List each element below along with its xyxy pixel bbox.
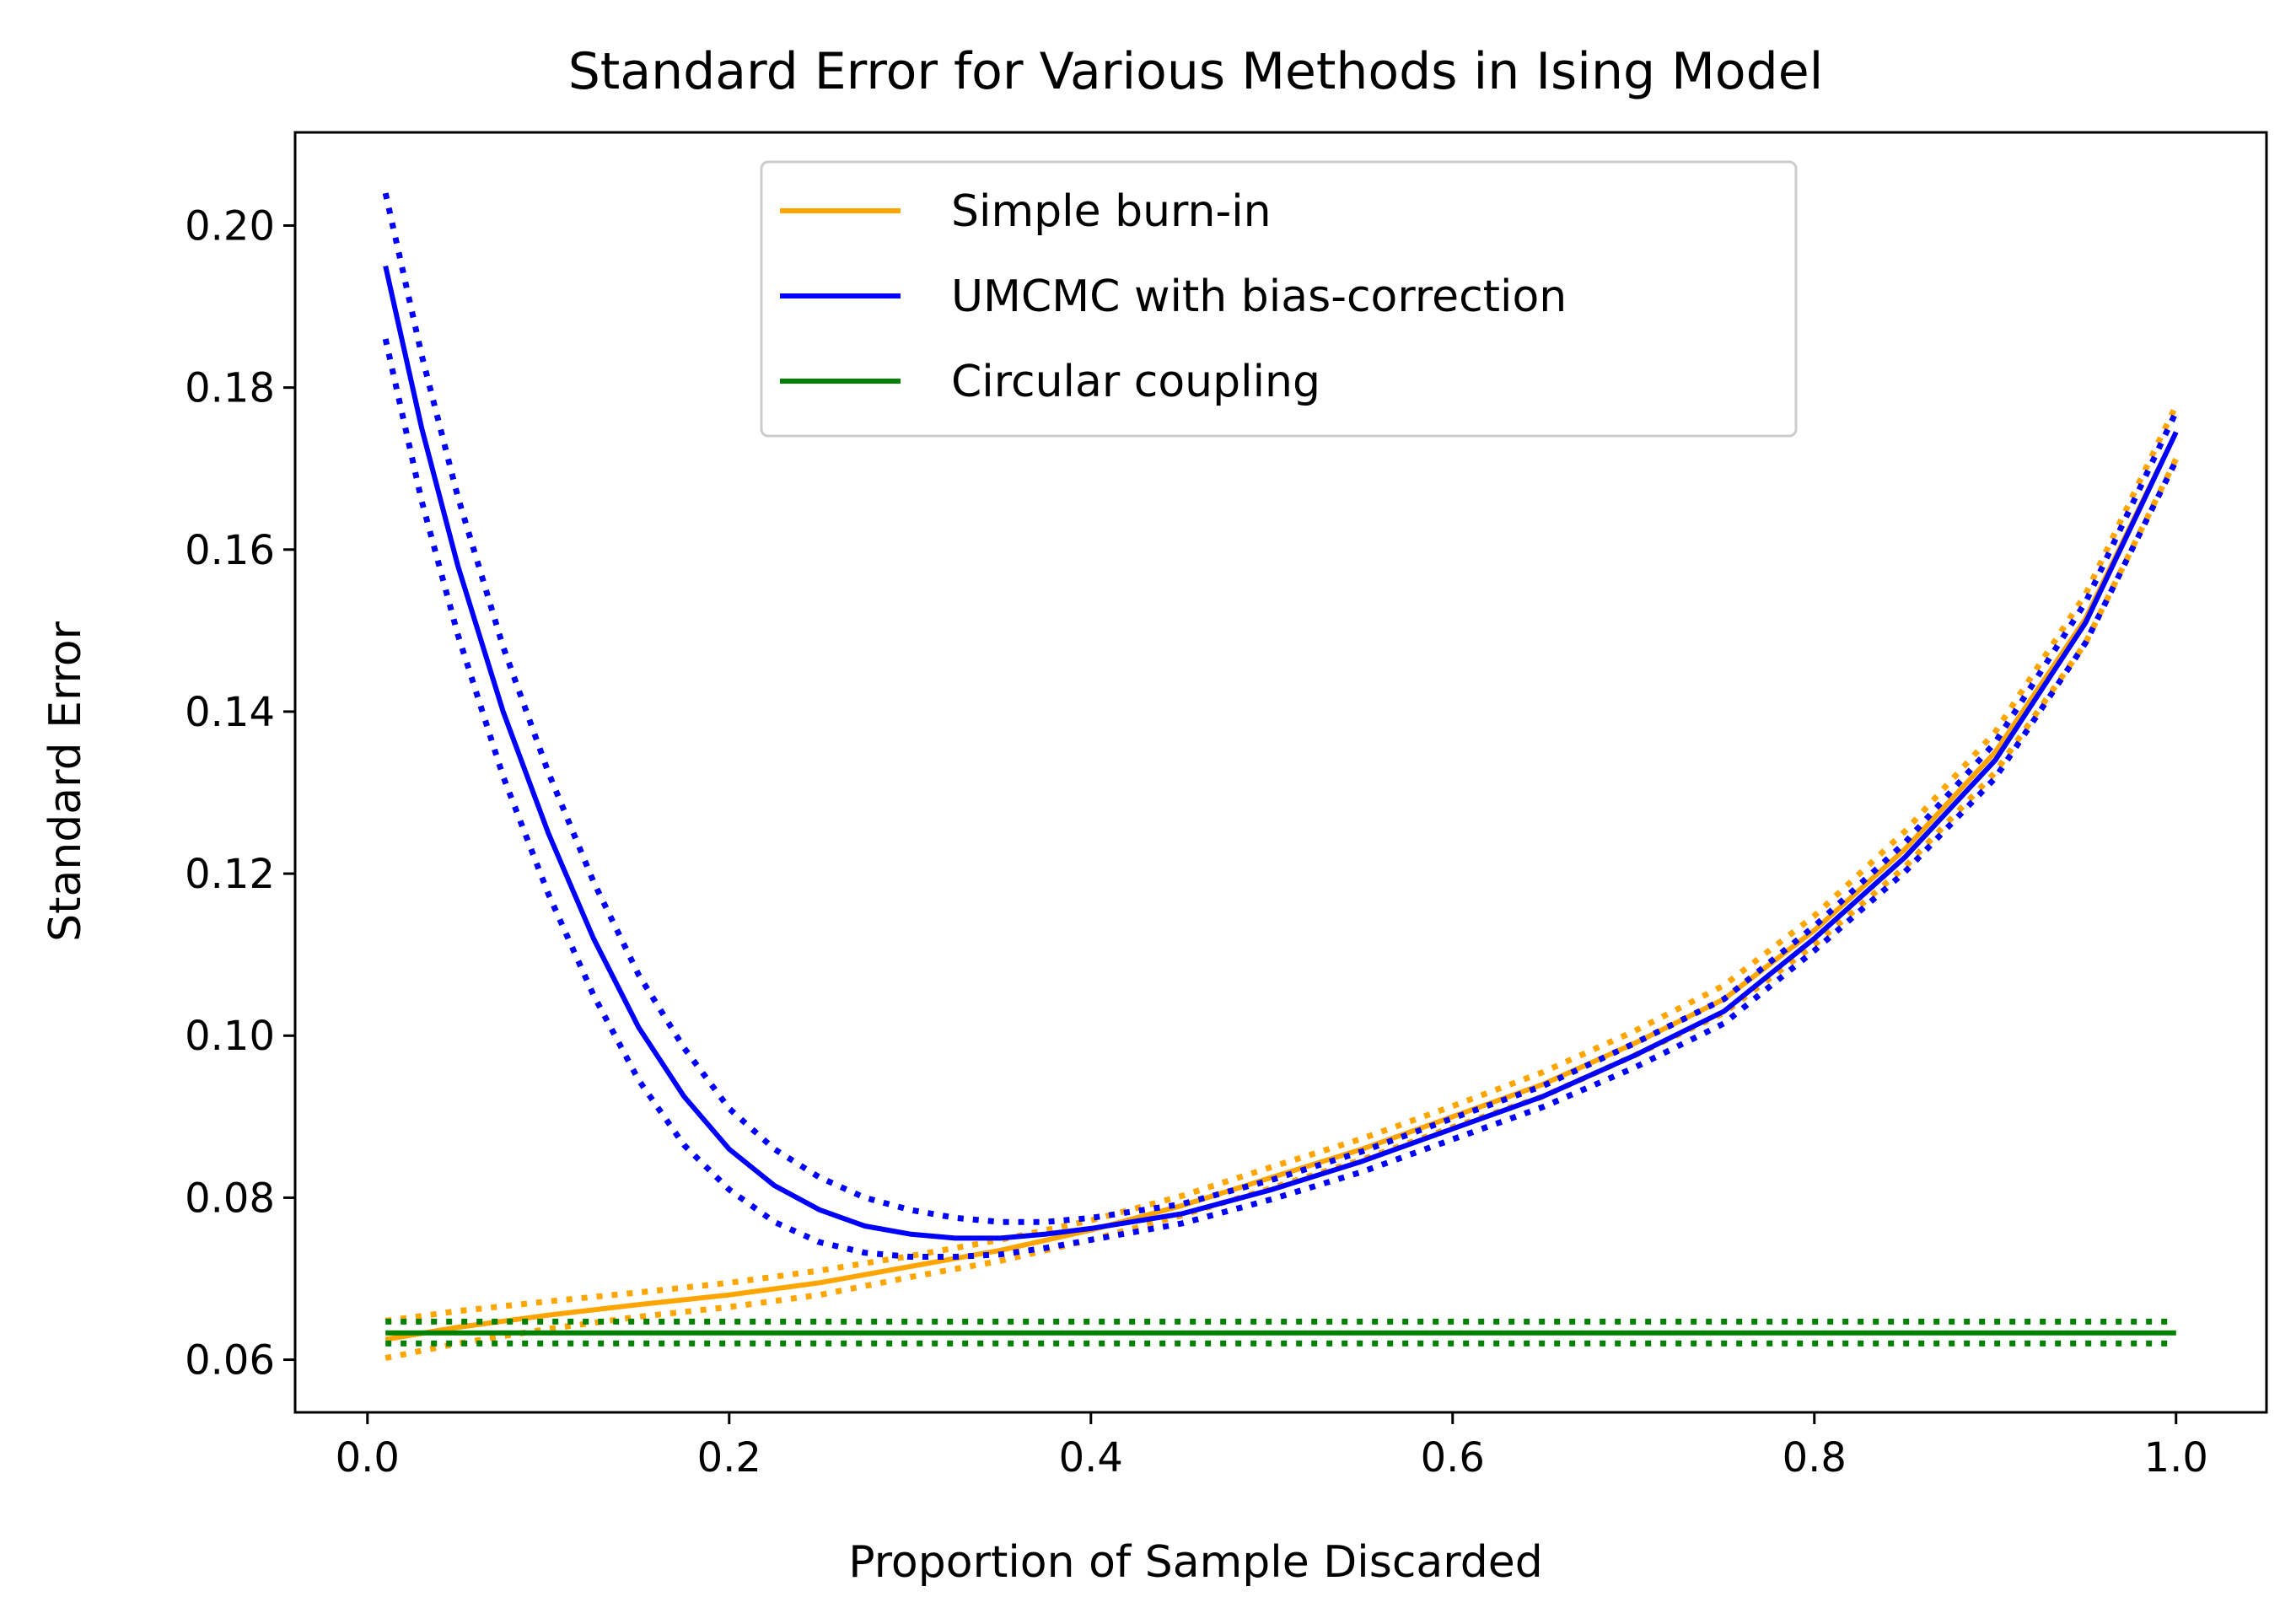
series-layer xyxy=(382,192,2179,1362)
x-tick-label: 0.2 xyxy=(697,1434,761,1481)
series-lower-umcmc-with-bias-correction xyxy=(382,338,2179,1260)
y-tick-label: 0.10 xyxy=(185,1013,275,1060)
y-tick-label: 0.18 xyxy=(185,365,275,412)
y-tick-label: 0.20 xyxy=(185,202,275,250)
axes: 0.0 0.2 0.4 0.6 0.8 1.0 0.06 0.08 0.10 0.12 0.14 0.… xyxy=(185,131,2268,1481)
chart-title: Standard Error for Various Methods in Is… xyxy=(568,42,1824,101)
y-tick-label: 0.14 xyxy=(185,689,275,736)
series-line-umcmc-with-bias-correction xyxy=(383,265,2179,1241)
x-tick-label: 0.4 xyxy=(1059,1434,1123,1481)
y-tick-label: 0.12 xyxy=(185,851,275,898)
legend-label: Circular coupling xyxy=(951,357,1320,407)
y-tick-label: 0.16 xyxy=(185,527,275,574)
plot-frame xyxy=(293,131,2268,1414)
x-tick-label: 0.6 xyxy=(1421,1434,1485,1481)
x-tick-label: 0.0 xyxy=(336,1434,400,1481)
legend-label: UMCMC with bias-correction xyxy=(951,272,1567,322)
legend: Simple burn-in UMCMC with bias-correction… xyxy=(760,160,1798,438)
y-axis-label: Standard Error xyxy=(40,621,91,941)
y-tick-label: 0.06 xyxy=(185,1337,275,1385)
legend-label: Simple burn-in xyxy=(951,186,1272,237)
y-tick-label: 0.08 xyxy=(185,1175,275,1222)
x-tick-label: 1.0 xyxy=(2144,1434,2208,1481)
series-lower-simple-burn-in xyxy=(384,457,2179,1362)
x-axis-label: Proportion of Sample Discarded xyxy=(848,1537,1543,1588)
legend-box xyxy=(760,160,1798,438)
x-tick-label: 0.8 xyxy=(1782,1434,1847,1481)
